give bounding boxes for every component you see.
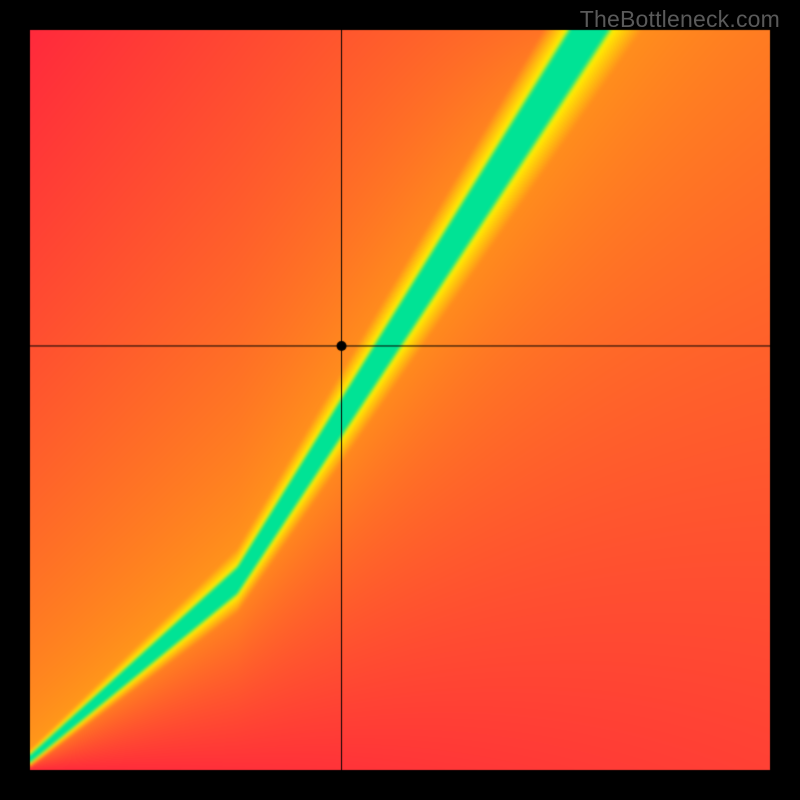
chart-container: TheBottleneck.com xyxy=(0,0,800,800)
bottleneck-heatmap xyxy=(0,0,800,800)
watermark-text: TheBottleneck.com xyxy=(580,6,780,33)
